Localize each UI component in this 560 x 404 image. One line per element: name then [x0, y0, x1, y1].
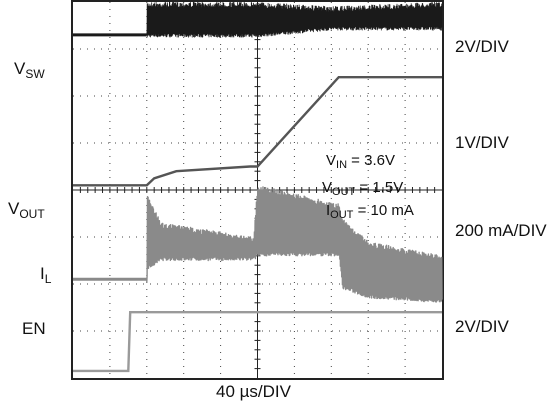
scale-label-vsw: 2V/DIV — [455, 38, 509, 55]
annotation-vout: VOUT = 1.5V — [322, 180, 403, 198]
annotation-vin: VIN = 3.6V — [326, 153, 395, 171]
scale-label-vout: 1V/DIV — [455, 134, 509, 151]
trace-label-il: IL — [40, 265, 51, 285]
trace-label-en: EN — [22, 320, 46, 337]
x-axis-label: 40 µs/DIV — [216, 383, 291, 400]
scale-label-il: 200 mA/DIV — [455, 222, 547, 239]
scale-label-en: 2V/DIV — [455, 318, 509, 335]
trace-label-vout: VOUT — [8, 200, 45, 220]
trace-label-vsw: VSW — [14, 60, 45, 80]
annotation-iout: IOUT = 10 mA — [326, 203, 414, 221]
